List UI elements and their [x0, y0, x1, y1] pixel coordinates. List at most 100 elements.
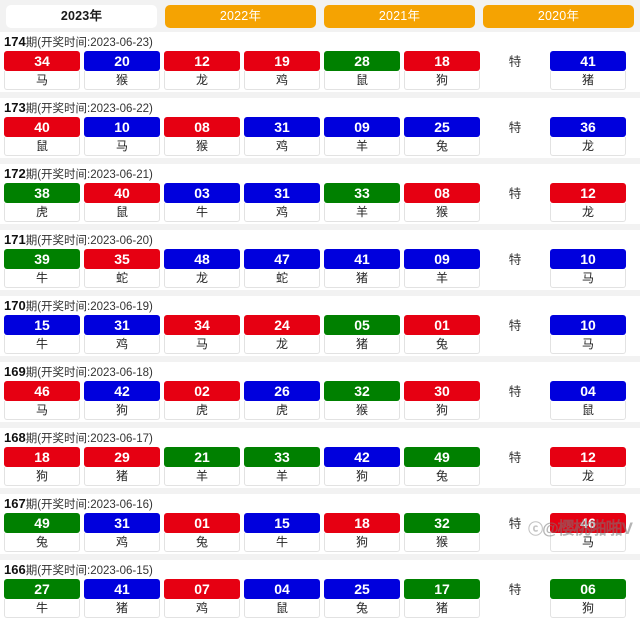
ball-number: 28	[324, 51, 400, 71]
ball-zodiac: 马	[84, 137, 160, 156]
normal-ball-3: 26 虎	[242, 381, 322, 420]
ball-zodiac: 蛇	[84, 269, 160, 288]
draw-results-list: 174期(开奖时间:2023-06-23) 34 马 20 猴 12 龙 19 鸡 28 鼠 18 狗特…	[0, 32, 640, 620]
ball-zodiac: 羊	[164, 467, 240, 486]
ball-number: 10	[550, 249, 626, 269]
ball-zodiac: 龙	[244, 335, 320, 354]
ball-number: 49	[4, 513, 80, 533]
ball-zodiac: 猴	[324, 401, 400, 420]
period-draw-time: 期(开奖时间:2023-06-23)	[25, 37, 153, 49]
ball-number: 12	[550, 447, 626, 467]
ball-number: 30	[404, 381, 480, 401]
special-ball: 12 龙	[548, 183, 628, 222]
ball-zodiac: 兔	[404, 467, 480, 486]
ball-number: 26	[244, 381, 320, 401]
ball-zodiac: 猴	[404, 533, 480, 552]
ball-zodiac: 羊	[324, 203, 400, 222]
ball-number: 48	[164, 249, 240, 269]
ball-zodiac: 鼠	[244, 599, 320, 618]
ball-number: 40	[4, 117, 80, 137]
period-number: 171	[4, 232, 26, 247]
normal-ball-1: 10 马	[82, 117, 162, 156]
ball-number: 02	[164, 381, 240, 401]
ball-strip: 38 虎 40 鼠 03 牛 31 鸡 33 羊 08 猴 特 12 龙	[0, 183, 640, 224]
ball-number: 19	[244, 51, 320, 71]
normal-ball-1: 35 蛇	[82, 249, 162, 288]
ball-zodiac: 猪	[324, 335, 400, 354]
ball-number: 18	[324, 513, 400, 533]
ball-zodiac: 猪	[550, 71, 626, 90]
ball-number: 07	[164, 579, 240, 599]
row-separator	[0, 224, 640, 230]
row-separator	[0, 488, 640, 494]
normal-ball-1: 31 鸡	[82, 513, 162, 552]
ball-number: 21	[164, 447, 240, 467]
ball-strip: 27 牛 41 猪 07 鸡 04 鼠 25 兔 17 猪特 06 狗	[0, 579, 640, 620]
ball-number: 40	[84, 183, 160, 203]
special-ball-label: 特	[508, 319, 522, 333]
ball-zodiac: 牛	[4, 599, 80, 618]
draw-row: 166期(开奖时间:2023-06-15) 27 牛 41 猪 07 鸡 04 鼠 25 兔 17 猪特…	[0, 560, 640, 620]
ball-zodiac: 鼠	[550, 401, 626, 420]
special-ball: 12 龙	[548, 447, 628, 486]
ball-number: 49	[404, 447, 480, 467]
ball-zodiac: 龙	[550, 137, 626, 156]
ball-zodiac: 虎	[4, 203, 80, 222]
ball-zodiac: 狗	[84, 401, 160, 420]
ball-zodiac: 狗	[324, 533, 400, 552]
ball-number: 10	[550, 315, 626, 335]
normal-ball-0: 27 牛	[2, 579, 82, 618]
special-ball: 06 狗	[548, 579, 628, 618]
ball-zodiac: 猪	[84, 599, 160, 618]
ball-zodiac: 狗	[404, 71, 480, 90]
ball-zodiac: 虎	[164, 401, 240, 420]
ball-number: 32	[404, 513, 480, 533]
ball-zodiac: 猪	[404, 599, 480, 618]
year-tab-bar: 2023年 2022年 2021年 2020年	[0, 0, 640, 32]
ball-zodiac: 兔	[404, 137, 480, 156]
ball-zodiac: 鸡	[164, 599, 240, 618]
ball-number: 41	[550, 51, 626, 71]
year-tab-0[interactable]: 2023年	[6, 4, 157, 28]
year-tab-3[interactable]: 2020年	[483, 4, 634, 28]
ball-strip: 34 马 20 猴 12 龙 19 鸡 28 鼠 18 狗 特 41 猪	[0, 51, 640, 92]
normal-ball-0: 15 牛	[2, 315, 82, 354]
draw-row-header: 173期(开奖时间:2023-06-22)	[0, 98, 640, 117]
normal-ball-4: 09 羊	[322, 117, 402, 156]
normal-ball-3: 15 牛	[242, 513, 322, 552]
ball-zodiac: 牛	[4, 269, 80, 288]
draw-row-header: 169期(开奖时间:2023-06-18)	[0, 362, 640, 381]
normal-ball-3: 47 蛇	[242, 249, 322, 288]
ball-number: 34	[4, 51, 80, 71]
ball-zodiac: 兔	[4, 533, 80, 552]
special-ball-label: 特	[508, 253, 522, 267]
normal-ball-4: 41 猪	[322, 249, 402, 288]
ball-number: 34	[164, 315, 240, 335]
period-draw-time: 期(开奖时间:2023-06-17)	[25, 433, 153, 445]
period-number: 174	[4, 34, 26, 49]
period-number: 166	[4, 562, 26, 577]
year-tab-1[interactable]: 2022年	[165, 4, 316, 28]
ball-strip: 18 狗 29 猪 21 羊 33 羊 42 狗 49 兔特 12 龙	[0, 447, 640, 488]
ball-zodiac: 鸡	[244, 137, 320, 156]
ball-zodiac: 虎	[244, 401, 320, 420]
ball-number: 31	[84, 513, 160, 533]
ball-strip: 39 牛 35 蛇 48 龙 47 蛇 41 猪 09 羊特 10 马	[0, 249, 640, 290]
ball-number: 01	[404, 315, 480, 335]
normal-ball-5: 18 狗	[402, 51, 482, 90]
ball-number: 12	[164, 51, 240, 71]
normal-ball-2: 21 羊	[162, 447, 242, 486]
ball-number: 08	[404, 183, 480, 203]
normal-ball-1: 40 鼠	[82, 183, 162, 222]
ball-zodiac: 鸡	[244, 71, 320, 90]
normal-ball-2: 08 猴	[162, 117, 242, 156]
ball-zodiac: 牛	[244, 533, 320, 552]
normal-ball-4: 28 鼠	[322, 51, 402, 90]
normal-ball-5: 09 羊	[402, 249, 482, 288]
year-tab-2[interactable]: 2021年	[324, 4, 475, 28]
normal-ball-3: 19 鸡	[242, 51, 322, 90]
ball-zodiac: 龙	[164, 71, 240, 90]
special-ball-label: 特	[508, 583, 522, 597]
ball-zodiac: 马	[4, 401, 80, 420]
period-draw-time: 期(开奖时间:2023-06-19)	[25, 301, 153, 313]
